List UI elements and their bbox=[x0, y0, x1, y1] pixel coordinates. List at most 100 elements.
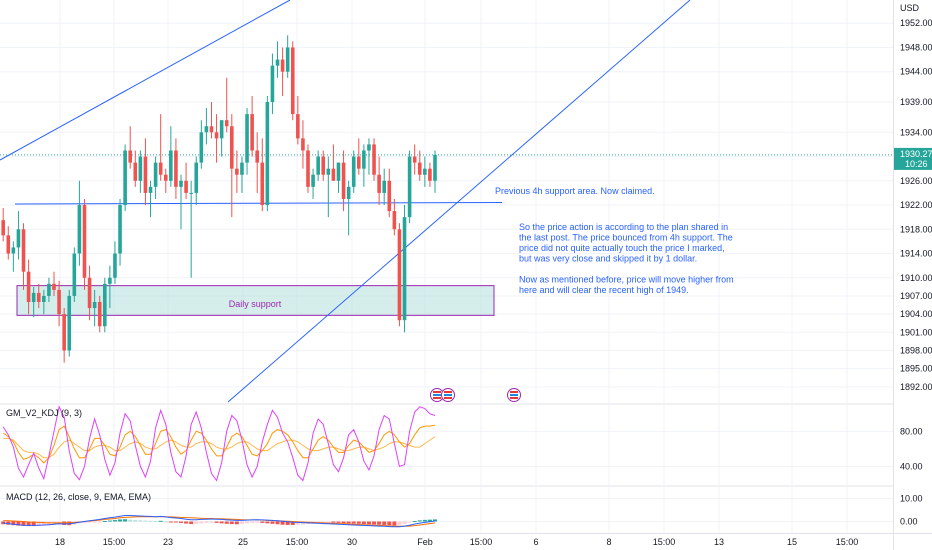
candle-body bbox=[336, 162, 341, 181]
time-axis[interactable]: 18 15:00 23 25 15:00 30 Feb 15:00 6 8 15:00 13 15 15:… bbox=[55, 537, 858, 547]
channel-lower-line[interactable] bbox=[227, 0, 691, 403]
macd-histogram-bar bbox=[173, 521, 178, 523]
candle-body bbox=[77, 205, 82, 254]
macd-histogram-bar bbox=[250, 521, 255, 523]
candle-body bbox=[103, 283, 107, 327]
macd-histogram-bar bbox=[270, 521, 275, 524]
macd-histogram-bar bbox=[36, 521, 41, 526]
time-tick-label: 18 bbox=[55, 537, 65, 547]
candle bbox=[97, 295, 102, 333]
macd-histogram-bar bbox=[326, 521, 331, 523]
flag-stripe bbox=[510, 397, 518, 399]
candle-body bbox=[275, 59, 280, 66]
candle-body bbox=[331, 168, 336, 181]
candle bbox=[179, 174, 183, 230]
macd-histogram-bar bbox=[209, 521, 214, 523]
candle-body bbox=[204, 126, 209, 133]
candle-body bbox=[417, 162, 422, 175]
price-tick-label: 1914.00 bbox=[900, 249, 932, 259]
macd-pane[interactable] bbox=[1, 515, 437, 528]
candle bbox=[240, 156, 244, 193]
candle bbox=[184, 162, 188, 199]
candle-body bbox=[87, 277, 92, 309]
daily-support-rect[interactable] bbox=[16, 285, 495, 316]
macd-histogram-bar bbox=[351, 521, 356, 524]
candle bbox=[82, 198, 87, 290]
candle-countdown: 10:26 bbox=[905, 159, 928, 169]
macd-histogram-bar bbox=[331, 521, 336, 523]
macd-histogram-bar bbox=[123, 519, 128, 522]
candle bbox=[138, 150, 143, 193]
candle-body bbox=[306, 150, 310, 187]
candle bbox=[377, 156, 381, 206]
candle bbox=[194, 156, 199, 206]
candle-body bbox=[357, 156, 361, 169]
candle-body bbox=[382, 180, 386, 193]
support-line-4h[interactable] bbox=[14, 202, 503, 205]
candle bbox=[62, 308, 66, 363]
candle bbox=[336, 162, 341, 193]
candle-body bbox=[133, 162, 138, 181]
price-tick-label: 1948.00 bbox=[900, 42, 932, 52]
macd-histogram-bar bbox=[179, 521, 183, 523]
macd-histogram-bar bbox=[219, 521, 224, 524]
analysis-note: So the price action is according to the … bbox=[519, 222, 734, 295]
time-tick-label: 15:00 bbox=[286, 537, 309, 547]
kdj-tick-label: 40.00 bbox=[900, 461, 923, 471]
candle bbox=[357, 138, 361, 175]
candle bbox=[16, 211, 21, 260]
candle-body bbox=[158, 162, 163, 175]
candle-body bbox=[362, 150, 366, 169]
candle bbox=[311, 168, 315, 199]
candle-body bbox=[290, 47, 295, 115]
candle-body bbox=[235, 168, 239, 175]
us-flag-event-icon[interactable] bbox=[441, 388, 455, 402]
macd-histogram-bar bbox=[204, 521, 209, 523]
flag-stripe bbox=[433, 394, 441, 396]
macd-histogram-bar bbox=[118, 519, 123, 522]
candle bbox=[128, 126, 132, 169]
candle bbox=[280, 47, 285, 96]
candle bbox=[316, 150, 320, 181]
flag-stripe bbox=[510, 391, 518, 393]
candle-body bbox=[31, 292, 36, 302]
candle-body bbox=[11, 247, 16, 254]
candle bbox=[245, 108, 249, 175]
macd-histogram-bar bbox=[392, 521, 397, 526]
candle bbox=[199, 120, 204, 169]
macd-histogram-bar bbox=[280, 521, 285, 525]
price-axis[interactable]: 1952.00 1948.00 1944.00 1939.00 1934.00 1930.… bbox=[894, 18, 932, 527]
kdj-pane[interactable] bbox=[2, 405, 436, 482]
economic-events[interactable] bbox=[430, 388, 521, 402]
time-tick-label: 25 bbox=[238, 537, 248, 547]
price-pane[interactable] bbox=[0, 0, 691, 403]
candle-body bbox=[214, 132, 219, 139]
current-price-tag[interactable] bbox=[894, 147, 932, 170]
candle-body bbox=[47, 283, 51, 296]
macd-histogram-bar bbox=[377, 521, 382, 525]
candle-body bbox=[52, 283, 56, 290]
price-tick-label: 1944.00 bbox=[900, 67, 932, 77]
candle-body bbox=[128, 150, 132, 163]
candle-body bbox=[407, 156, 412, 218]
trend-lines[interactable] bbox=[0, 0, 691, 403]
candle bbox=[270, 53, 275, 115]
candle bbox=[153, 156, 158, 199]
us-flag-event-icon[interactable] bbox=[507, 388, 521, 402]
channel-upper-line[interactable] bbox=[0, 0, 291, 161]
candle bbox=[397, 223, 402, 327]
daily-support-box[interactable] bbox=[16, 285, 495, 316]
candle bbox=[87, 265, 92, 321]
macd-histogram-bar bbox=[82, 521, 87, 523]
macd-histogram-bar bbox=[31, 521, 36, 527]
candle bbox=[417, 150, 422, 181]
candle-body bbox=[62, 314, 66, 351]
macd-histogram-bar bbox=[366, 521, 371, 525]
candle bbox=[250, 95, 254, 157]
price-tick-label: 1939.00 bbox=[900, 97, 932, 107]
note-line: the last post. The price bounced from 4h… bbox=[519, 233, 733, 243]
macd-histogram-bar bbox=[245, 521, 250, 524]
macd-histogram-bar bbox=[168, 521, 173, 523]
us-flag-event-icon[interactable] bbox=[430, 388, 444, 402]
